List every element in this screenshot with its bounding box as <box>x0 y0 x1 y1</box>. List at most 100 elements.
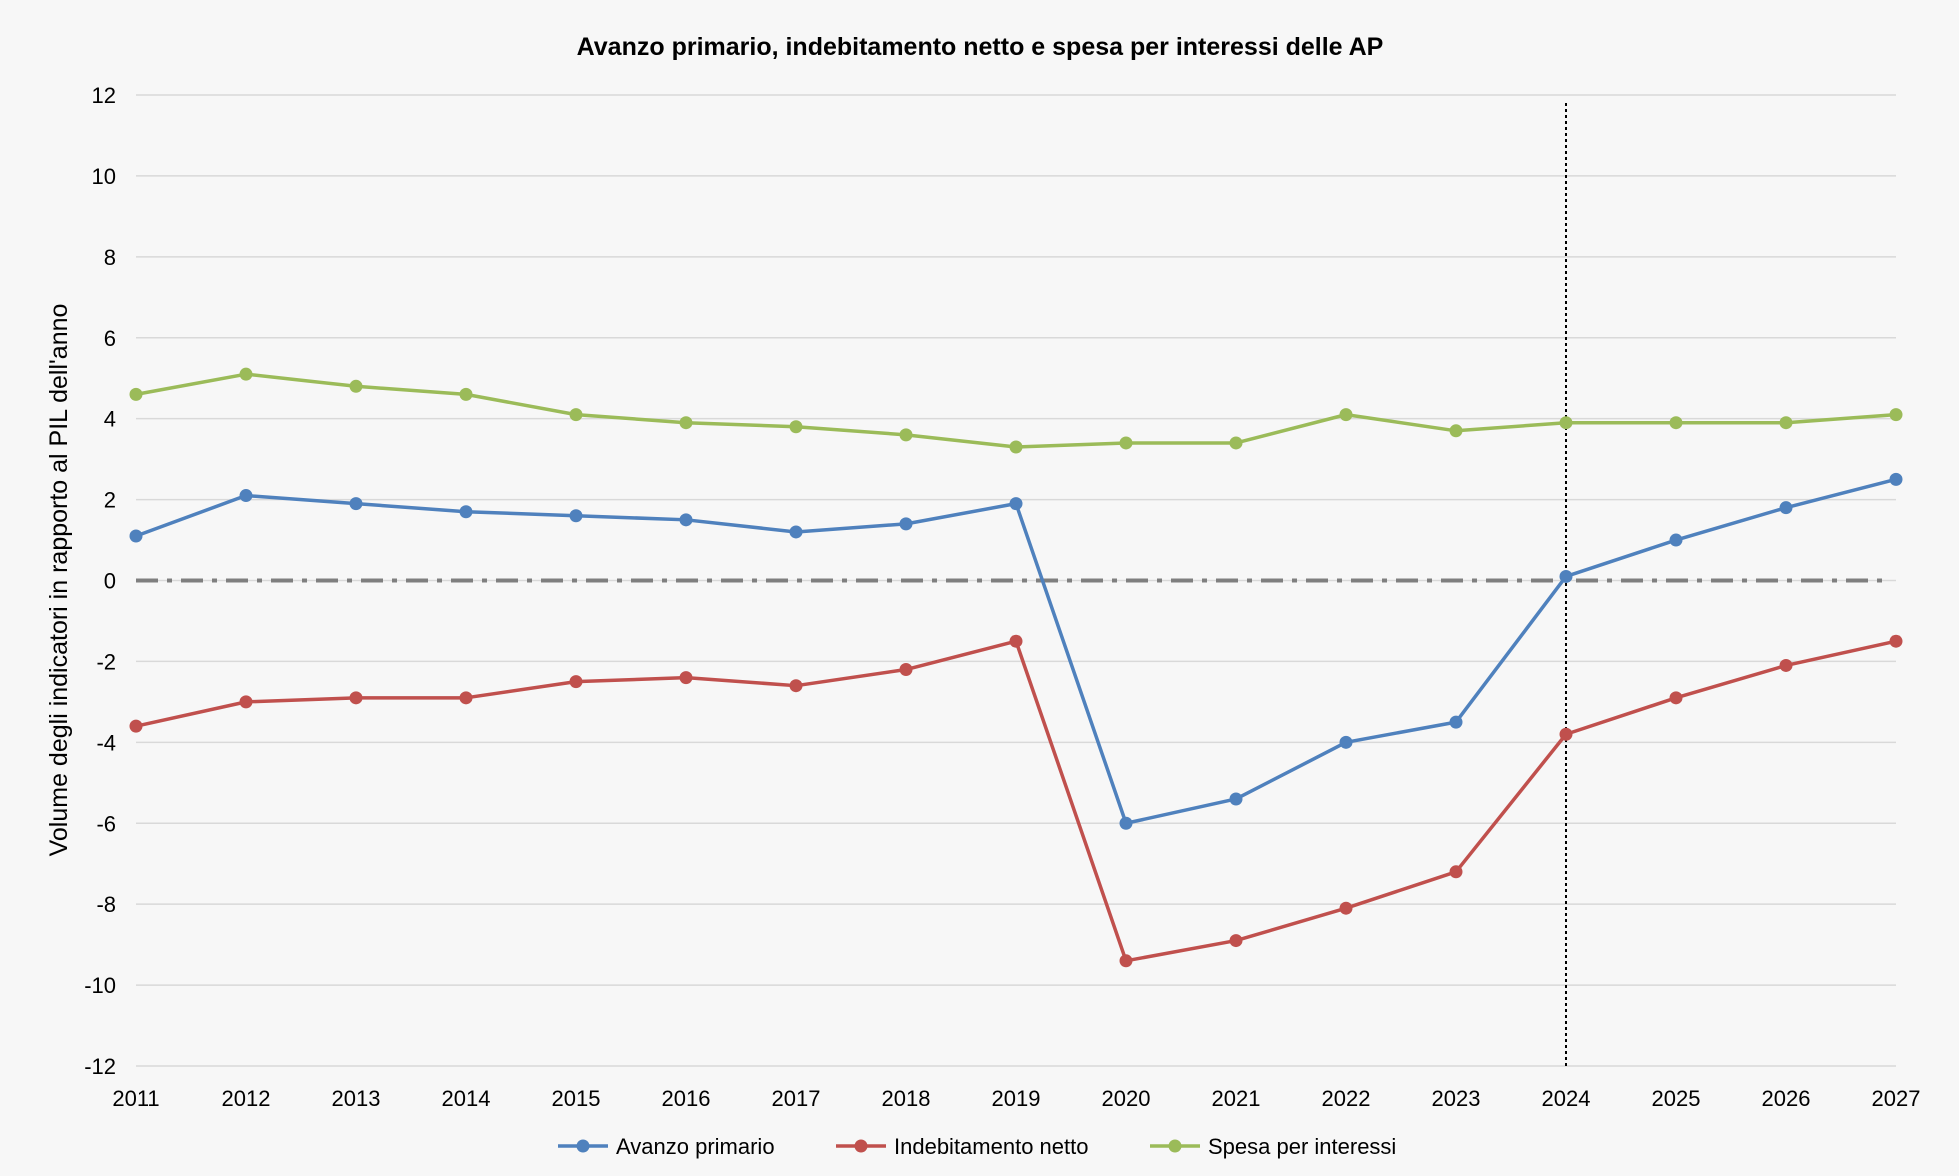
x-tick-label: 2020 <box>1102 1086 1151 1111</box>
x-tick-label: 2018 <box>882 1086 931 1111</box>
data-point <box>1339 735 1353 749</box>
data-point <box>349 691 363 705</box>
legend-item: Spesa per interessi <box>1150 1134 1396 1159</box>
data-point <box>1889 472 1903 486</box>
x-tick-label: 2023 <box>1432 1086 1481 1111</box>
x-tick-label: 2015 <box>552 1086 601 1111</box>
data-point <box>1229 436 1243 450</box>
x-tick-label: 2027 <box>1872 1086 1921 1111</box>
x-tick-label: 2016 <box>662 1086 711 1111</box>
data-point <box>349 379 363 393</box>
data-point <box>789 525 803 539</box>
y-tick-label: 10 <box>92 164 116 189</box>
data-point <box>239 489 253 503</box>
data-point <box>459 387 473 401</box>
x-tick-label: 2014 <box>442 1086 491 1111</box>
y-tick-label: -4 <box>96 730 116 755</box>
legend-swatch-marker <box>576 1139 590 1153</box>
y-tick-label: 4 <box>104 407 116 432</box>
data-point <box>899 663 913 677</box>
series-lines <box>129 367 1903 968</box>
y-axis-label: Volume degli indicatori in rapporto al P… <box>45 304 73 857</box>
data-point <box>1449 865 1463 879</box>
data-point <box>1009 497 1023 511</box>
series-line <box>135 477 1897 825</box>
y-tick-label: -8 <box>96 892 116 917</box>
data-point <box>899 517 913 531</box>
data-point <box>1229 792 1243 806</box>
x-axis-ticks: 2011 2012 2013 2014 2015 2016 2017 2018 2019 2020… <box>112 1086 1920 1111</box>
reference-lines <box>136 103 1886 1066</box>
data-point <box>1559 416 1573 430</box>
legend-swatch-marker <box>854 1139 868 1153</box>
data-point <box>1559 569 1573 583</box>
y-tick-label: -12 <box>84 1054 116 1079</box>
legend-label: Spesa per interessi <box>1208 1134 1396 1159</box>
legend-item: Indebitamento netto <box>836 1134 1088 1159</box>
data-point <box>789 679 803 693</box>
x-tick-label: 2021 <box>1212 1086 1261 1111</box>
y-tick-label: -6 <box>96 811 116 836</box>
data-point <box>569 408 583 422</box>
data-point <box>1669 416 1683 430</box>
legend-item: Avanzo primario <box>558 1134 775 1159</box>
legend-swatch-marker <box>1168 1139 1182 1153</box>
legend-label: Avanzo primario <box>616 1134 775 1159</box>
data-point <box>569 509 583 523</box>
data-point <box>1229 934 1243 948</box>
series-line <box>135 372 1897 449</box>
y-tick-label: 2 <box>104 488 116 513</box>
y-tick-label: -10 <box>84 973 116 998</box>
data-point <box>459 505 473 519</box>
data-point <box>129 387 143 401</box>
data-point <box>899 428 913 442</box>
series-avanzo-primario <box>129 472 1903 830</box>
data-point <box>1889 408 1903 422</box>
data-point <box>1559 727 1573 741</box>
x-tick-label: 2024 <box>1542 1086 1591 1111</box>
data-point <box>1119 954 1133 968</box>
data-point <box>1009 634 1023 648</box>
x-tick-label: 2019 <box>992 1086 1041 1111</box>
data-point <box>1119 436 1133 450</box>
data-point <box>1009 440 1023 454</box>
series-spesa-per-interessi <box>129 367 1903 454</box>
chart-title: Avanzo primario, indebitamento netto e s… <box>577 33 1384 61</box>
legend: Avanzo primario Indebitamento netto Spesa … <box>558 1134 1396 1159</box>
data-point <box>1339 408 1353 422</box>
data-point <box>569 675 583 689</box>
data-point <box>679 513 693 527</box>
data-point <box>239 367 253 381</box>
x-tick-label: 2025 <box>1652 1086 1701 1111</box>
data-point <box>459 691 473 705</box>
y-tick-label: 12 <box>92 83 116 108</box>
data-point <box>349 497 363 511</box>
x-tick-label: 2013 <box>332 1086 381 1111</box>
data-point <box>1449 424 1463 438</box>
x-tick-label: 2017 <box>772 1086 821 1111</box>
data-point <box>129 719 143 733</box>
data-point <box>239 695 253 709</box>
data-point <box>789 420 803 434</box>
data-point <box>1669 533 1683 547</box>
x-tick-label: 2026 <box>1762 1086 1811 1111</box>
x-tick-label: 2022 <box>1322 1086 1371 1111</box>
data-point <box>1339 901 1353 915</box>
data-point <box>1779 416 1793 430</box>
data-point <box>129 529 143 543</box>
data-point <box>1449 715 1463 729</box>
data-point <box>1779 501 1793 515</box>
y-tick-label: 6 <box>104 326 116 351</box>
legend-label: Indebitamento netto <box>894 1134 1088 1159</box>
y-tick-label: -2 <box>96 649 116 674</box>
data-point <box>1669 691 1683 705</box>
data-point <box>1119 816 1133 830</box>
x-tick-label: 2011 <box>112 1086 159 1111</box>
data-point <box>1779 658 1793 672</box>
y-tick-label: 0 <box>104 569 116 594</box>
x-tick-label: 2012 <box>222 1086 271 1111</box>
y-tick-label: 8 <box>104 245 116 270</box>
data-point <box>679 671 693 685</box>
y-axis-ticks: 12 10 8 6 4 2 0 -2 -4 -6 -8 -10 -12 <box>84 83 116 1079</box>
